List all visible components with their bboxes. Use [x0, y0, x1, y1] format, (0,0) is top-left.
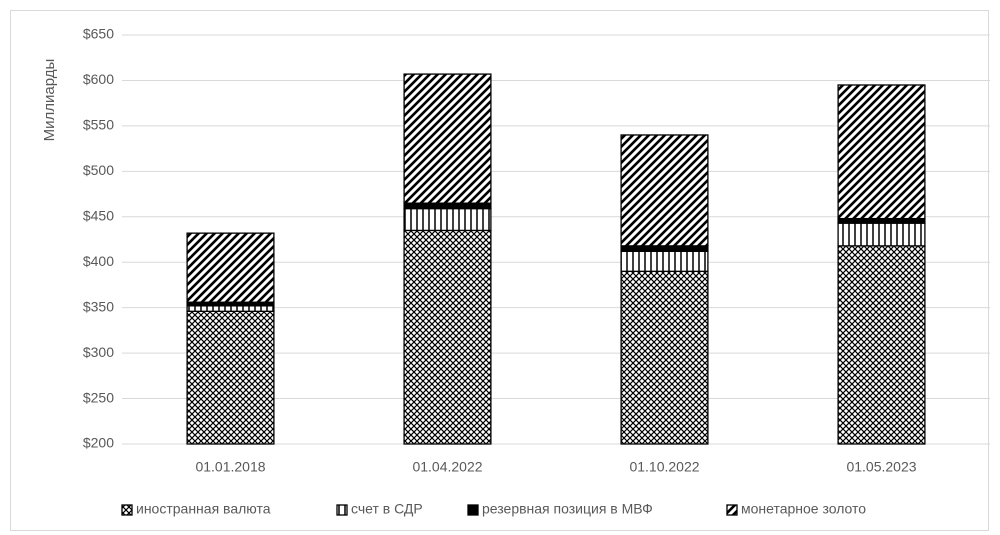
bar-segment [620, 134, 709, 247]
legend-swatch [336, 504, 348, 516]
bar-segment [620, 250, 709, 272]
bar-segment [403, 207, 492, 232]
y-tick-label: $600 [83, 71, 114, 87]
x-tick-label: 01.01.2018 [195, 459, 265, 475]
bar-segment [186, 232, 275, 303]
legend-label: иностранная валюта [136, 501, 271, 517]
bar-segment [403, 229, 492, 445]
legend-swatch [726, 504, 738, 516]
x-tick-label: 01.05.2023 [846, 459, 916, 475]
legend-label: счет в СДР [351, 501, 423, 517]
bar-segment [186, 310, 275, 445]
y-axis-label: Миллиарды [41, 59, 58, 142]
y-tick-label: $300 [83, 344, 114, 360]
legend-label: резервная позиция в МВФ [482, 501, 653, 517]
bar-segment [620, 245, 709, 252]
y-tick-label: $350 [83, 298, 114, 314]
bar-segment [186, 305, 275, 312]
bar-segment [620, 270, 709, 445]
x-tick-label: 01.04.2022 [412, 459, 482, 475]
y-tick-label: $250 [83, 389, 114, 405]
bar-segment [837, 84, 926, 220]
y-tick-label: $550 [83, 117, 114, 133]
bar-segment [837, 222, 926, 247]
y-tick-label: $650 [83, 26, 114, 42]
legend-label: монетарное золото [741, 501, 866, 517]
legend-swatch [121, 504, 133, 516]
chart-frame [10, 10, 989, 531]
y-tick-label: $450 [83, 207, 114, 223]
y-tick-label: $200 [83, 435, 114, 451]
y-tick-label: $400 [83, 253, 114, 269]
bar-segment [837, 245, 926, 445]
bar-segment [403, 202, 492, 210]
y-tick-label: $500 [83, 162, 114, 178]
legend-swatch [467, 504, 479, 516]
bar-segment [403, 73, 492, 204]
bar-segment [837, 217, 926, 224]
x-tick-label: 01.10.2022 [629, 459, 699, 475]
